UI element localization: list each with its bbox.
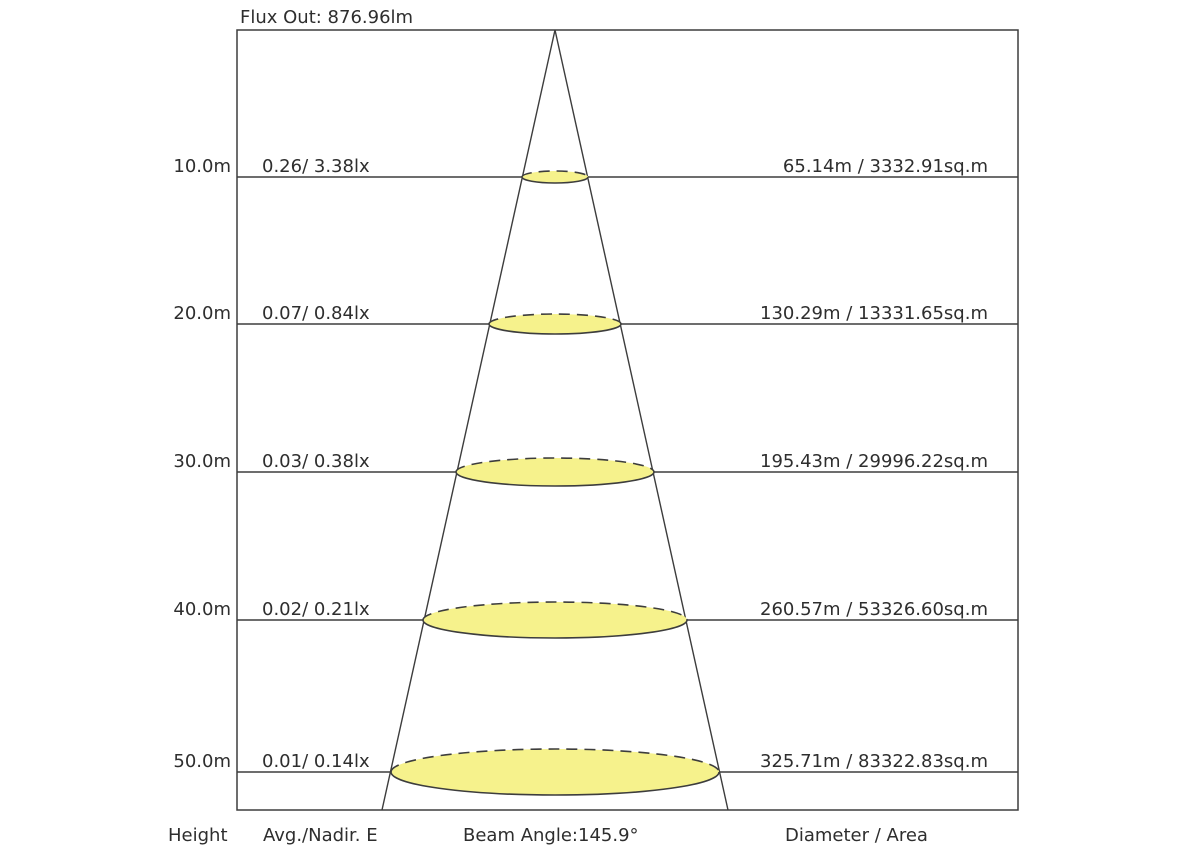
diameter-area-value: 260.57m / 53326.60sq.m xyxy=(760,599,988,620)
beam-ellipse-40m xyxy=(423,602,687,638)
height-row-50m: 50.0m 0.01/ 0.14lx 325.71m / 83322.83sq.… xyxy=(173,748,1018,796)
diagram-border xyxy=(236,29,1019,811)
avg-nadir-value: 0.07/ 0.84lx xyxy=(262,303,370,324)
beam-ellipse-30m xyxy=(456,458,654,486)
diameter-area-value: 325.71m / 83322.83sq.m xyxy=(760,751,988,772)
beam-ellipse-30m-top-arc xyxy=(455,457,655,473)
height-label: 50.0m xyxy=(173,751,231,772)
diameter-area-value: 130.29m / 13331.65sq.m xyxy=(760,303,988,324)
beam-ellipse-50m-top-arc xyxy=(390,748,720,773)
avg-nadir-value: 0.01/ 0.14lx xyxy=(262,751,370,772)
beam-ellipse-30m-bottom-arc xyxy=(455,471,655,487)
height-row-10m: 10.0m 0.26/ 3.38lx 65.14m / 3332.91sq.m xyxy=(173,156,1018,184)
height-label: 40.0m xyxy=(173,599,231,620)
diameter-area-value: 195.43m / 29996.22sq.m xyxy=(760,451,988,472)
flux-out-title: Flux Out: 876.96lm xyxy=(240,7,413,28)
height-label: 20.0m xyxy=(173,303,231,324)
beam-ellipse-20m xyxy=(489,314,621,334)
footer-beam-angle-label: Beam Angle:145.9° xyxy=(463,825,639,846)
beam-ellipse-10m-bottom-arc xyxy=(521,176,589,184)
beam-ellipse-50m xyxy=(391,749,719,795)
height-label: 10.0m xyxy=(173,156,231,177)
beam-ellipse-20m-top-arc xyxy=(488,313,622,325)
beam-ellipse-40m-top-arc xyxy=(422,601,688,621)
height-label: 30.0m xyxy=(173,451,231,472)
beam-ellipse-50m-bottom-arc xyxy=(390,771,720,796)
height-row-40m: 40.0m 0.02/ 0.21lx 260.57m / 53326.60sq.… xyxy=(173,599,1018,639)
beam-cone-left-edge xyxy=(381,29,556,811)
beam-ellipse-10m-top-arc xyxy=(521,170,589,178)
avg-nadir-value: 0.03/ 0.38lx xyxy=(262,451,370,472)
height-row-30m: 30.0m 0.03/ 0.38lx 195.43m / 29996.22sq.… xyxy=(173,451,1018,487)
beam-ellipse-40m-bottom-arc xyxy=(422,619,688,639)
beam-ellipse-10m xyxy=(522,171,588,183)
footer-avg-nadir-label: Avg./Nadir. E xyxy=(263,825,378,846)
beam-ellipse-20m-bottom-arc xyxy=(488,323,622,335)
footer-labels: Height Avg./Nadir. E Beam Angle:145.9° D… xyxy=(168,825,928,846)
beam-cone-right-edge xyxy=(554,29,729,811)
footer-height-label: Height xyxy=(168,825,228,846)
avg-nadir-value: 0.26/ 3.38lx xyxy=(262,156,370,177)
height-row-20m: 20.0m 0.07/ 0.84lx 130.29m / 13331.65sq.… xyxy=(173,303,1018,335)
avg-nadir-value: 0.02/ 0.21lx xyxy=(262,599,370,620)
footer-diameter-area-label: Diameter / Area xyxy=(785,825,928,846)
diameter-area-value: 65.14m / 3332.91sq.m xyxy=(783,156,988,177)
